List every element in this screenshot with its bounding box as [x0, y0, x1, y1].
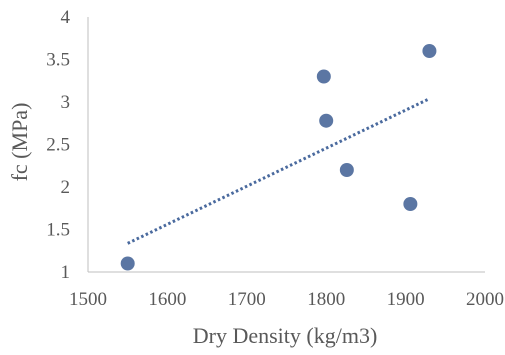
data-point [339, 163, 354, 177]
y-tick-labels: 1 1.5 2 2.5 3 3.5 4 [46, 7, 70, 283]
y-tick-label: 2 [61, 177, 71, 198]
y-tick-label: 1.5 [46, 220, 70, 241]
data-point [316, 69, 331, 84]
y-tick-label: 3.5 [46, 50, 70, 71]
x-tick-label: 2000 [466, 289, 504, 310]
data-point [120, 256, 135, 271]
x-tick-label: 1900 [387, 289, 425, 310]
x-tick-label: 1500 [69, 289, 107, 310]
trendline [127, 97, 431, 245]
trendline-group [127, 97, 431, 245]
data-point [319, 113, 334, 128]
y-tick-label: 3 [61, 92, 71, 113]
data-point [403, 197, 418, 211]
x-axis-title: Dry Density (kg/m3) [193, 323, 378, 348]
y-tick-label: 2.5 [46, 135, 70, 156]
y-tick-label: 4 [61, 7, 71, 28]
x-tick-label: 1600 [148, 289, 186, 310]
x-tick-label: 1700 [228, 289, 266, 310]
x-tick-labels: 1500 1600 1700 1800 1900 2000 [69, 289, 504, 310]
x-tick-label: 1800 [307, 289, 345, 310]
data-point [422, 44, 437, 58]
data-points [120, 44, 437, 271]
y-axis-title: fc (MPa) [7, 103, 32, 182]
y-tick-label: 1 [61, 262, 71, 283]
axes [87, 17, 485, 273]
